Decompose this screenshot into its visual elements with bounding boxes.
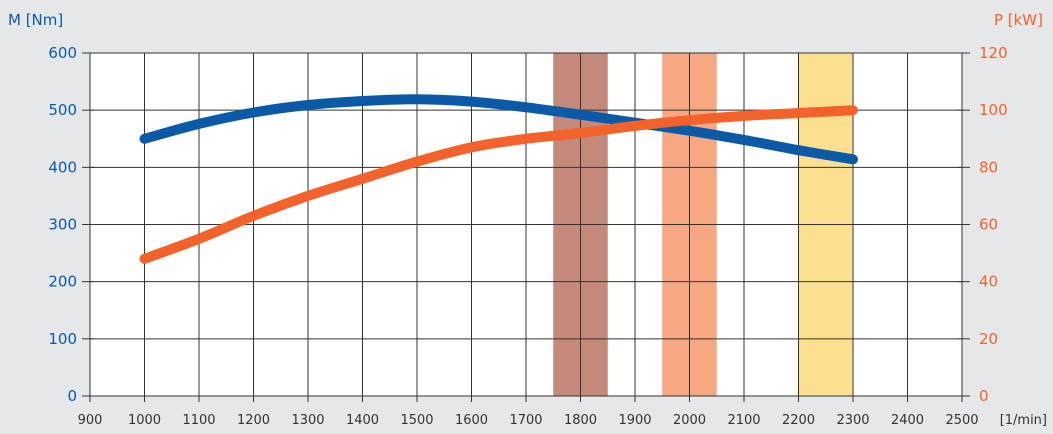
x-tick-label: 1100 [182, 413, 215, 428]
right-tick-label: 60 [979, 216, 998, 234]
right-tick-label: 0 [979, 387, 989, 405]
x-tick-label: 1200 [237, 413, 270, 428]
right-tick-label: 100 [979, 101, 1008, 119]
left-tick-label: 600 [48, 44, 77, 62]
x-tick-label: 1600 [455, 413, 488, 428]
x-tick-label: 1300 [291, 413, 324, 428]
x-tick-label: 2400 [891, 413, 924, 428]
x-tick-label: 1900 [618, 413, 651, 428]
left-tick-label: 300 [48, 216, 77, 234]
right-axis-title: P [kW] [994, 11, 1043, 29]
x-tick-label: 2300 [836, 413, 869, 428]
x-tick-label: 2500 [945, 413, 978, 428]
right-tick-label: 40 [979, 273, 998, 291]
left-tick-label: 500 [48, 101, 77, 119]
x-axis-unit: [1/min] [1000, 413, 1047, 428]
right-tick-label: 20 [979, 330, 998, 348]
x-tick-label: 2100 [727, 413, 760, 428]
left-tick-label: 0 [67, 387, 77, 405]
x-tick-label: 2000 [673, 413, 706, 428]
x-tick-label: 1800 [564, 413, 597, 428]
left-axis-title: M [Nm] [8, 11, 63, 29]
left-tick-label: 400 [48, 158, 77, 176]
left-tick-label: 100 [48, 330, 77, 348]
x-tick-label: 2200 [782, 413, 815, 428]
right-tick-label: 80 [979, 158, 998, 176]
x-tick-label: 900 [78, 413, 103, 428]
x-tick-label: 1500 [400, 413, 433, 428]
left-tick-label: 200 [48, 273, 77, 291]
x-tick-label: 1400 [346, 413, 379, 428]
x-tick-label: 1700 [509, 413, 542, 428]
right-tick-label: 120 [979, 44, 1008, 62]
x-tick-label: 1000 [128, 413, 161, 428]
